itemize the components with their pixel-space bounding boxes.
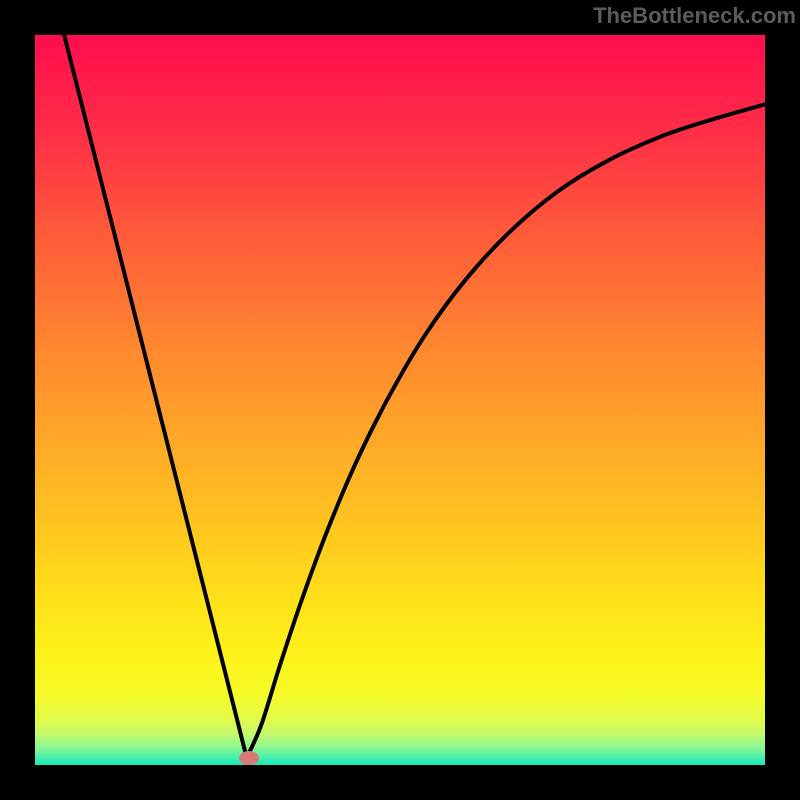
outer-frame: TheBottleneck.com: [0, 0, 800, 800]
minimum-marker: [239, 751, 259, 765]
watermark-text: TheBottleneck.com: [593, 3, 796, 29]
plot-area: [35, 35, 765, 765]
gradient-background: [35, 35, 765, 765]
